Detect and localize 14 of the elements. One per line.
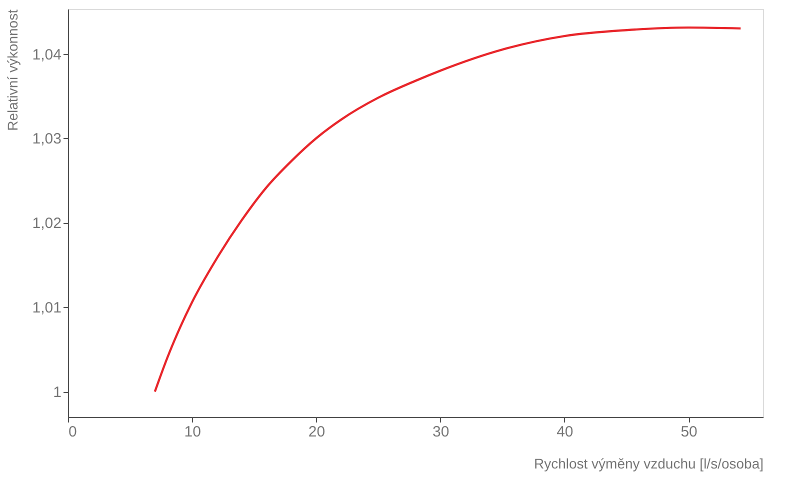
x-tick-label: 30 — [432, 424, 450, 440]
y-tick-label: 1,01 — [32, 300, 62, 317]
x-axis-title: Rychlost výměny vzduchu [l/s/osoba] — [534, 456, 764, 472]
x-tick-label: 20 — [308, 424, 326, 440]
x-tick-label: 0 — [68, 424, 77, 440]
y-axis-title: Relativní výkonnost — [4, 9, 20, 131]
x-tick-label: 10 — [184, 424, 201, 440]
y-tick-label: 1 — [53, 384, 62, 402]
line-series — [154, 26, 742, 393]
x-tick-label: 50 — [680, 424, 698, 440]
x-tick-label: 40 — [556, 424, 574, 440]
y-tick-label: 1,02 — [32, 215, 62, 232]
y-tick-label: 1,03 — [32, 130, 62, 148]
y-tick-label: 1,04 — [32, 46, 62, 64]
